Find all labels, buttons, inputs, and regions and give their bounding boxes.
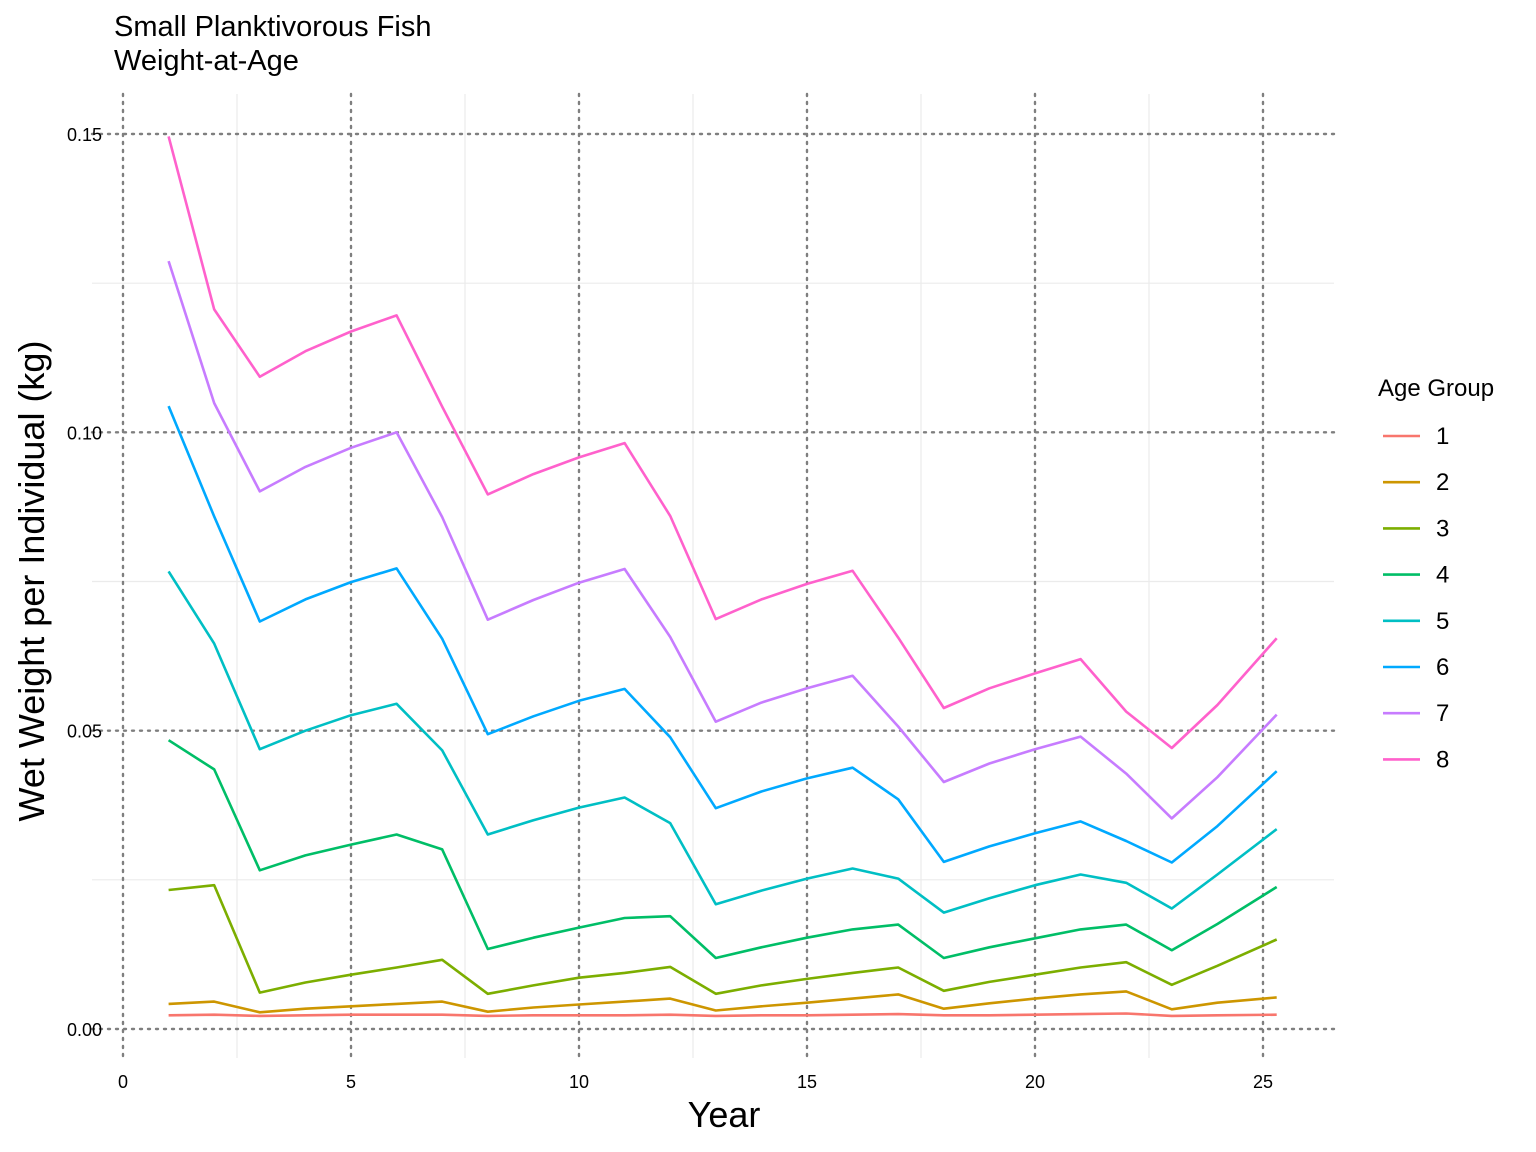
- legend-items: 1 2 3 4 5 6 7 8: [1383, 423, 1449, 773]
- x-tick-label: 15: [797, 1072, 817, 1092]
- legend-label-age-6: 6: [1436, 654, 1449, 681]
- legend: Age Group 1 2 3 4 5 6 7 8: [1378, 375, 1494, 773]
- y-axis-label: Wet Weight per Individual (kg): [11, 341, 52, 822]
- legend-label-age-5: 5: [1436, 608, 1449, 635]
- x-tick-label: 5: [346, 1072, 356, 1092]
- x-axis-ticks: 0 5 10 15 20 25: [118, 1072, 1273, 1092]
- series-line-age-1: [168, 1012, 1277, 1018]
- series-line-age-7: [167, 260, 1278, 820]
- x-tick-label: 20: [1025, 1072, 1045, 1092]
- legend-label-age-3: 3: [1436, 515, 1449, 542]
- series-line-age-2: [168, 990, 1277, 1014]
- x-axis-label: Year: [688, 1094, 761, 1135]
- series-line-age-4: [167, 739, 1278, 960]
- y-tick-label: 0.05: [67, 722, 102, 742]
- legend-title: Age Group: [1378, 375, 1494, 402]
- y-tick-label: 0.10: [67, 423, 102, 443]
- series-line-age-3: [168, 883, 1278, 996]
- legend-label-age-2: 2: [1436, 469, 1449, 496]
- series-lines: [167, 136, 1278, 1018]
- series-line-age-8: [167, 136, 1278, 750]
- y-tick-label: 0.15: [67, 125, 102, 145]
- y-tick-label: 0.00: [67, 1020, 102, 1040]
- chart-title: Small Planktivorous Fish: [114, 11, 432, 43]
- legend-label-age-1: 1: [1436, 423, 1449, 450]
- legend-label-age-7: 7: [1436, 700, 1449, 727]
- minor-grid: [92, 94, 1334, 1058]
- chart-subtitle: Weight-at-Age: [114, 45, 299, 77]
- legend-label-age-4: 4: [1436, 562, 1449, 589]
- x-tick-label: 0: [118, 1072, 128, 1092]
- y-axis-ticks: 0.00 0.05 0.10 0.15: [67, 125, 102, 1040]
- major-grid: [90, 92, 1336, 1060]
- series-line-age-5: [167, 570, 1278, 914]
- x-tick-label: 25: [1253, 1072, 1273, 1092]
- x-tick-label: 10: [569, 1072, 589, 1092]
- legend-label-age-8: 8: [1436, 746, 1449, 773]
- series-line-age-6: [167, 405, 1278, 864]
